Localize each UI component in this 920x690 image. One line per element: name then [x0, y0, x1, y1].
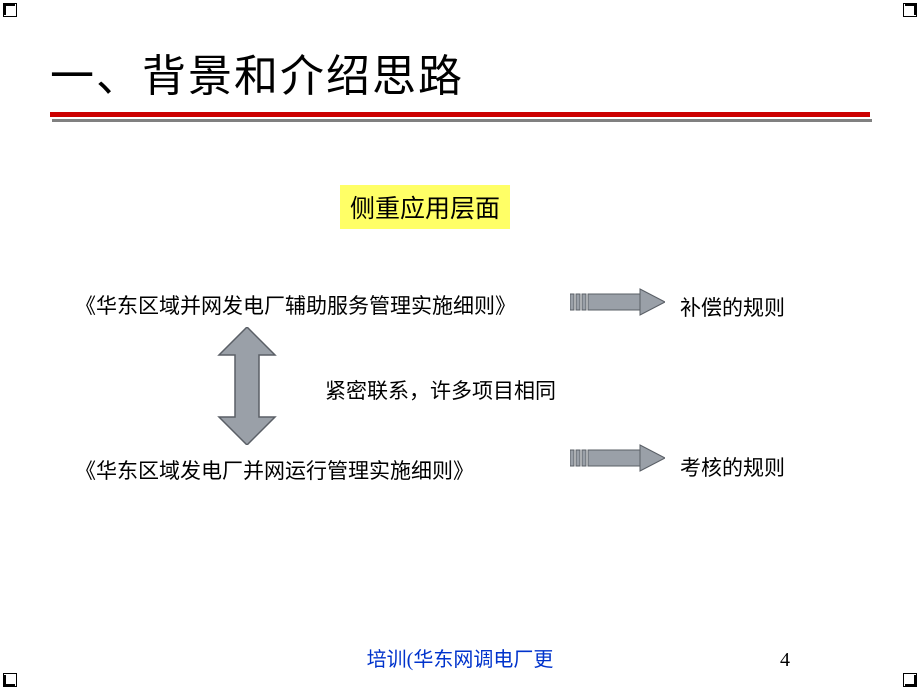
corner-mark-icon	[3, 673, 17, 687]
page-number: 4	[780, 649, 790, 672]
footer-text: 培训(华东网调电厂更	[367, 649, 554, 671]
arrow-right-icon	[570, 443, 665, 478]
corner-mark-icon	[3, 3, 17, 17]
corner-mark-icon	[903, 673, 917, 687]
rule-1-label: 补偿的规则	[680, 292, 785, 322]
arrow-bidirectional-icon	[215, 327, 279, 450]
rule-2-label: 考核的规则	[680, 452, 785, 482]
document-2-title: 《华东区域发电厂并网运行管理实施细则》	[75, 455, 474, 485]
arrow-right-icon	[570, 287, 665, 322]
slide-container: 一、背景和介绍思路 侧重应用层面 《华东区域并网发电厂辅助服务管理实施细则》 补…	[0, 0, 920, 690]
document-1-title: 《华东区域并网发电厂辅助服务管理实施细则》	[75, 290, 516, 320]
connection-text: 紧密联系，许多项目相同	[325, 375, 556, 405]
slide-title: 一、背景和介绍思路	[50, 40, 870, 104]
emphasis-badge: 侧重应用层面	[340, 185, 510, 229]
title-shadow	[52, 119, 872, 122]
corner-mark-icon	[903, 3, 917, 17]
title-underline	[50, 112, 870, 117]
